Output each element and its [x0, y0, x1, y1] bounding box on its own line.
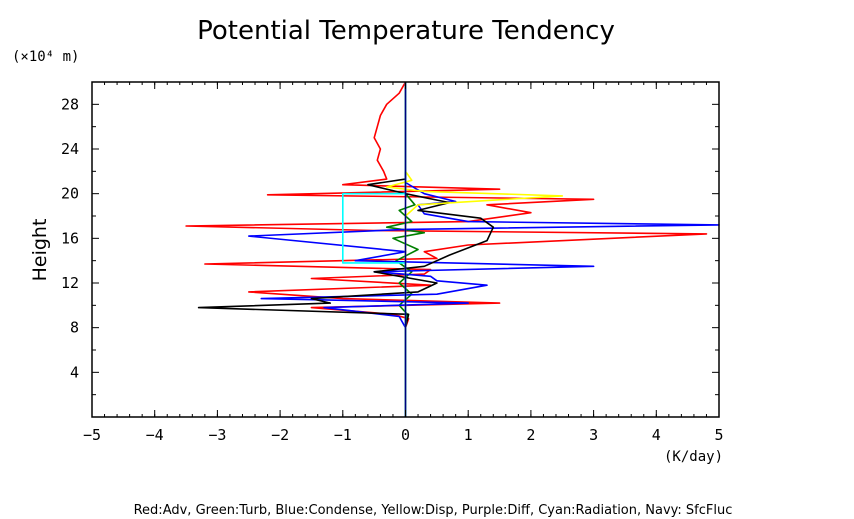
- y-tick-label: 4: [70, 363, 79, 381]
- x-tick-label: −2: [271, 426, 289, 444]
- x-tick-label: 2: [526, 426, 535, 444]
- y-tick-label: 16: [61, 229, 79, 247]
- x-axis-label: (K/day): [664, 449, 723, 465]
- y-axis-label: Height: [29, 219, 51, 282]
- series-line-3: [248, 82, 720, 417]
- series-line-4: [197, 82, 495, 417]
- y-tick-label: 20: [61, 185, 79, 203]
- y-tick-label: 24: [61, 140, 79, 158]
- y-unit-label: (×10⁴ m): [12, 49, 79, 65]
- legend-text: Red:Adv, Green:Turb, Blue:Condense, Yell…: [134, 503, 733, 518]
- x-tick-label: −3: [208, 426, 226, 444]
- y-tick-label: 28: [61, 95, 79, 113]
- plot-frame: [91, 81, 720, 418]
- chart-title: Potential Temperature Tendency: [197, 16, 615, 46]
- x-tick-label: 3: [589, 426, 598, 444]
- y-tick-label: 12: [61, 274, 79, 292]
- series-line-6: [342, 82, 407, 417]
- series-line-1: [185, 81, 708, 417]
- y-tick-label: 8: [70, 319, 79, 337]
- x-tick-label: 0: [401, 426, 410, 444]
- series-line-5: [385, 82, 564, 417]
- x-tick-label: 4: [652, 426, 661, 444]
- x-tick-label: 5: [714, 426, 723, 444]
- x-tick-label: −4: [146, 426, 164, 444]
- x-tick-label: −1: [334, 426, 352, 444]
- x-tick-label: 1: [464, 426, 473, 444]
- series-layer: [185, 81, 720, 417]
- x-tick-label: −5: [83, 426, 101, 444]
